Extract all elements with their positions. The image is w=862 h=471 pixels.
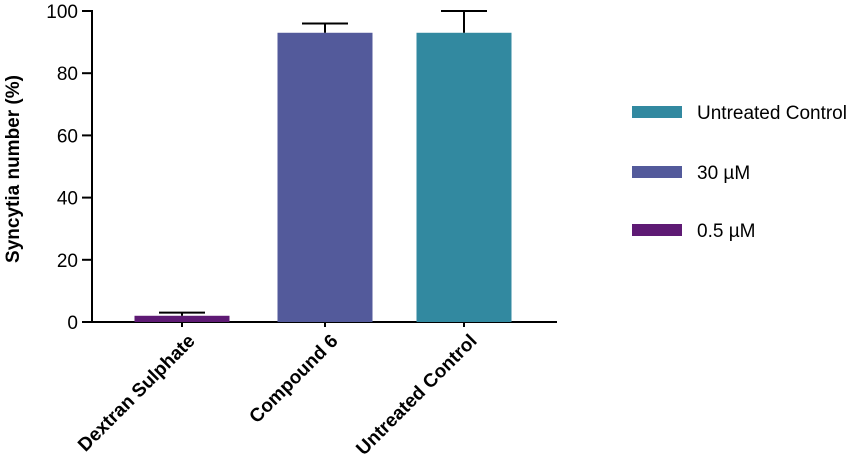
legend-swatch <box>632 106 682 118</box>
bars <box>134 32 512 323</box>
legend-label: 30 µM <box>697 163 750 184</box>
bar-compound-6 <box>277 32 373 323</box>
y-tick-label: 20 <box>57 251 78 272</box>
y-tick-label: 60 <box>57 126 78 147</box>
y-tick-label: 0 <box>67 313 78 334</box>
x-axis <box>91 321 557 327</box>
legend-label: Untreated Control <box>697 103 847 124</box>
error-bars <box>159 10 487 316</box>
bar-untreated-control <box>416 32 512 323</box>
y-tick-label: 80 <box>57 64 78 85</box>
legend-swatch <box>632 224 682 236</box>
y-axis-title: Syncytia number (%) <box>3 75 24 263</box>
legend: Untreated Control 30 µM 0.5 µM <box>632 103 847 242</box>
x-tick-label: Dextran Sulphate <box>74 331 199 456</box>
y-tick-label: 40 <box>57 189 78 210</box>
legend-label: 0.5 µM <box>697 221 755 242</box>
bar-dextran-sulphate <box>134 315 230 322</box>
x-tick-label: Compound 6 <box>246 331 343 428</box>
y-tick-label: 100 <box>46 2 78 23</box>
x-axis-labels: Dextran Sulphate Compound 6 Untreated Cont… <box>74 331 481 460</box>
y-axis: 0 20 40 60 80 100 <box>46 2 93 334</box>
x-tick-label: Untreated Control <box>352 331 481 460</box>
legend-swatch <box>632 166 682 178</box>
